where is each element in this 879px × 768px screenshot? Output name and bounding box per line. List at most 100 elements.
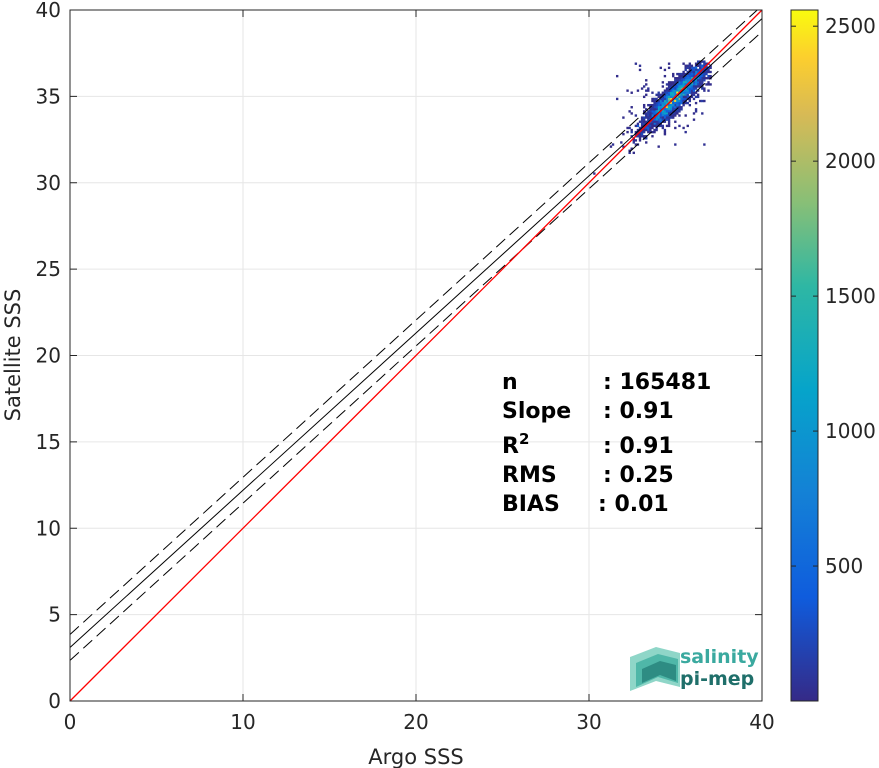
statistics-block: n: 165481 Slope: 0.91 R2: 0.91 RMS: 0.25 BIA… — [502, 370, 711, 517]
density-cell — [688, 87, 692, 90]
density-cell — [665, 83, 669, 86]
stat-value: : 165481 — [603, 370, 711, 395]
density-cell — [665, 99, 669, 103]
density-cell — [638, 126, 642, 130]
density-cell — [701, 83, 704, 86]
density-cell — [699, 77, 702, 80]
density-cell — [632, 141, 635, 144]
density-cell — [678, 114, 681, 117]
density-cell — [707, 83, 710, 86]
density-cell — [657, 145, 660, 148]
stat-label: RMS — [502, 463, 557, 488]
density-cell — [676, 89, 679, 92]
density-cell — [676, 112, 679, 115]
density-cell — [701, 70, 704, 74]
density-cell — [674, 101, 677, 105]
stat-label: Slope — [502, 399, 571, 424]
density-cell — [647, 110, 650, 113]
density-cell — [630, 106, 633, 109]
density-cell — [651, 106, 654, 109]
density-cell — [696, 68, 700, 72]
density-cell — [686, 66, 689, 70]
density-cell — [642, 110, 646, 113]
density-cell — [696, 79, 700, 82]
density-cell — [688, 70, 692, 74]
density-cell — [655, 97, 658, 101]
density-cell — [684, 72, 687, 76]
density-cell — [692, 112, 696, 115]
density-cell — [672, 114, 675, 117]
density-cell — [680, 106, 683, 109]
density-cell — [686, 91, 689, 94]
density-cell — [692, 85, 696, 88]
density-cell — [659, 97, 662, 101]
density-cell — [672, 101, 675, 105]
density-cell — [688, 64, 692, 67]
fit-upper-line — [69, 9, 758, 635]
density-cell — [628, 149, 631, 152]
density-cell — [649, 124, 652, 128]
salinity-pimep-logo: salinity pi-mep — [630, 646, 759, 691]
density-cell — [682, 77, 685, 80]
density-cell — [701, 64, 704, 67]
density-cell — [655, 116, 658, 119]
logo-line1: salinity — [680, 646, 759, 668]
stat-label: n — [502, 370, 518, 395]
density-cell — [663, 112, 667, 115]
density-cell — [640, 135, 644, 138]
density-cell — [684, 93, 687, 96]
density-cell — [690, 83, 694, 86]
density-cell — [647, 118, 650, 121]
density-cell — [653, 118, 656, 121]
density-cell — [684, 81, 687, 84]
density-cell — [667, 91, 671, 94]
density-cell — [653, 112, 656, 115]
density-cell — [661, 118, 665, 121]
density-cell — [659, 112, 662, 115]
density-cell — [682, 95, 685, 99]
density-cell — [638, 135, 642, 138]
density-cell — [674, 103, 677, 107]
density-cell — [665, 110, 669, 113]
density-cell — [636, 130, 640, 134]
density-cell — [651, 122, 654, 126]
density-cell — [694, 81, 698, 84]
density-cell — [632, 151, 635, 155]
y-tick-label: 5 — [48, 603, 61, 627]
density-cell — [694, 62, 698, 65]
density-cell — [709, 83, 712, 86]
logo-mark-icon — [630, 647, 680, 691]
density-cell — [694, 110, 698, 113]
density-cell — [667, 99, 671, 103]
density-cell — [663, 95, 667, 99]
density-cell — [674, 93, 677, 96]
density-cell — [694, 79, 698, 82]
density-cell — [649, 103, 652, 107]
density-cell — [634, 139, 638, 142]
density-cell — [640, 120, 644, 123]
density-cell — [676, 72, 679, 76]
density-cell — [665, 112, 669, 115]
density-cell — [678, 106, 681, 109]
density-cell — [647, 130, 650, 134]
density-cell — [669, 95, 673, 99]
x-axis-label: Argo SSS — [368, 745, 463, 768]
density-cell — [680, 79, 683, 82]
density-cell — [696, 70, 700, 74]
density-cell — [647, 116, 650, 119]
density-cell — [680, 95, 683, 99]
density-cell — [620, 141, 623, 144]
density-cell — [682, 103, 685, 107]
density-cell — [655, 110, 658, 113]
density-cell — [640, 124, 644, 128]
density-cell — [690, 85, 694, 88]
density-cell — [661, 99, 665, 103]
density-cell — [667, 116, 671, 119]
density-cell — [651, 126, 654, 130]
density-cell — [634, 124, 638, 128]
density-cell — [674, 77, 677, 80]
density-cell — [692, 83, 696, 86]
density-cell — [659, 101, 662, 105]
density-cell — [642, 128, 646, 132]
density-cell — [705, 83, 708, 86]
